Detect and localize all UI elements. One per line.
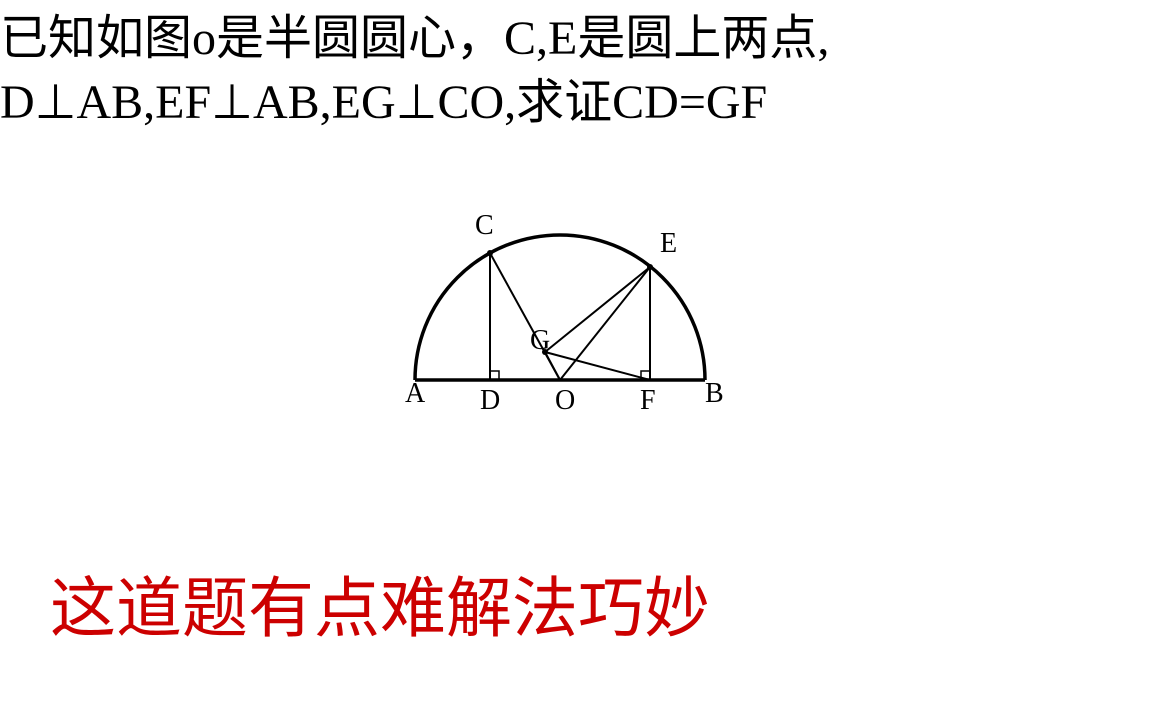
label-C: C xyxy=(475,210,494,242)
label-B: B xyxy=(705,378,724,410)
problem-line-2: D⊥AB,EF⊥AB,EG⊥CO,求证CD=GF xyxy=(0,72,767,134)
label-A: A xyxy=(405,378,425,410)
comment-text: 这道题有点难解法巧妙 xyxy=(50,555,710,651)
label-F: F xyxy=(640,385,656,417)
label-O: O xyxy=(555,385,575,417)
geometry-diagram: C E G A D O F B xyxy=(320,160,800,460)
problem-line-1: 已知如图o是半圆圆心，C,E是圆上两点, xyxy=(0,8,829,70)
label-D: D xyxy=(480,385,500,417)
label-G: G xyxy=(530,325,550,357)
label-E: E xyxy=(660,228,677,260)
